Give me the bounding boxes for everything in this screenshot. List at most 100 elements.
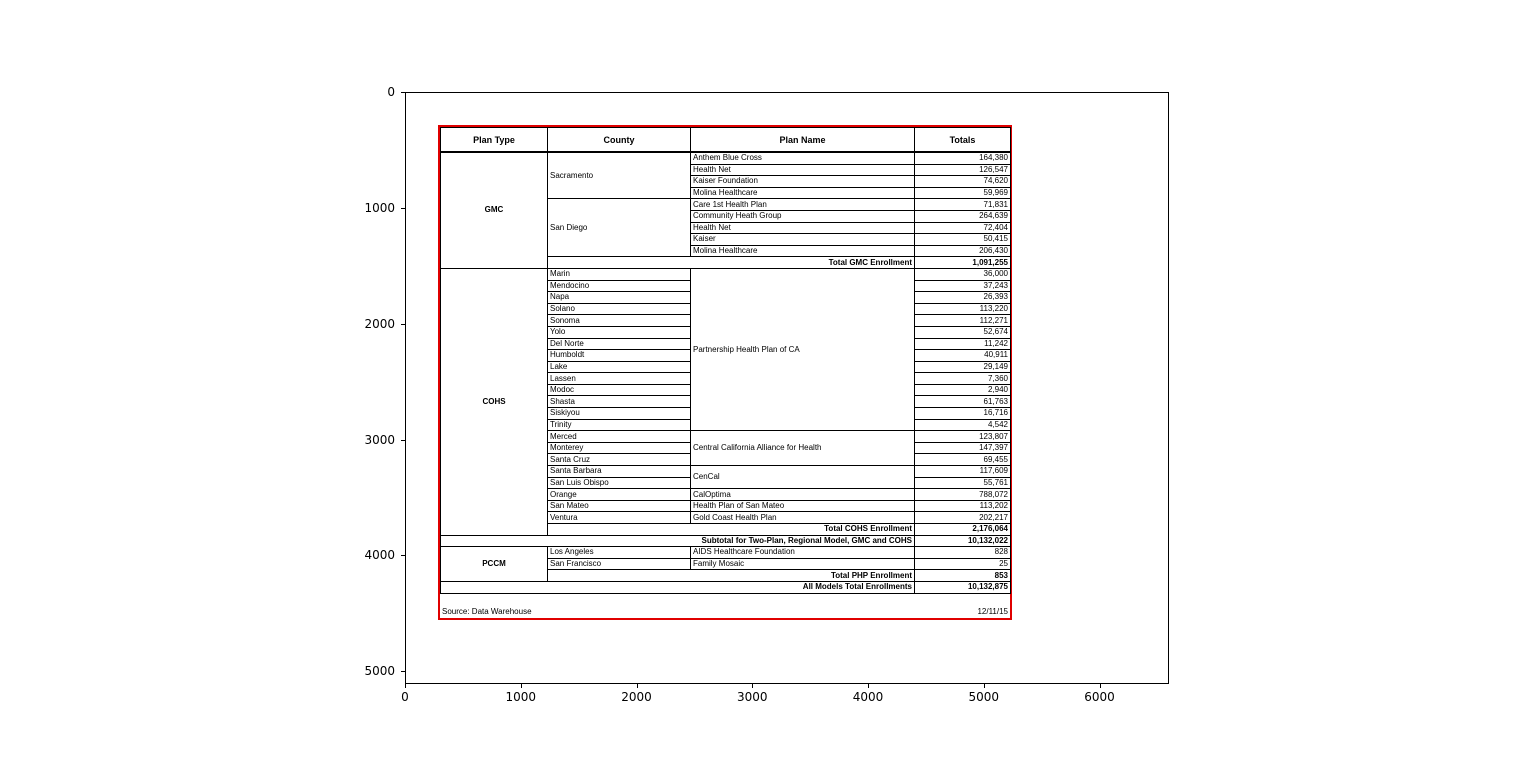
table-row: PCCM Los Angeles AIDS Healthcare Foundatio… — [440, 546, 1011, 582]
county-cell: Merced — [547, 430, 691, 443]
total-cell: 61,763 — [914, 395, 1011, 409]
table-row: Modoc 2,940 — [441, 383, 1011, 397]
y-tick-label: 2000 — [364, 316, 395, 331]
plan-name-cell: Partnership Health Plan of CA — [690, 267, 915, 432]
x-tick-mark — [868, 684, 870, 688]
table-row: Health Net 126,547 — [441, 163, 1011, 177]
county-cell: Marin — [547, 267, 691, 281]
grand-total-value: 10,132,875 — [914, 580, 1011, 594]
total-cell: 112,271 — [914, 314, 1011, 327]
plan-name-cell: Health Net — [690, 163, 915, 177]
table-row: Shasta 61,763 — [441, 395, 1011, 409]
county-cell: San Francisco — [547, 557, 691, 571]
subtotal-value: 10,132,022 — [914, 534, 1011, 548]
source-text: Source: Data Warehouse — [442, 607, 532, 616]
county-cell: Shasta — [547, 395, 691, 409]
total-cell: 788,072 — [914, 488, 1011, 501]
county-cell: San Luis Obispo — [547, 476, 691, 490]
table-row: Kaiser 50,415 — [441, 233, 1011, 246]
total-value: 1,091,255 — [914, 256, 1011, 269]
total-cell: 74,620 — [914, 175, 1011, 188]
county-cell: San Mateo — [547, 499, 691, 513]
table-row: Kaiser Foundation 74,620 — [441, 175, 1011, 188]
total-value: 2,176,064 — [914, 523, 1011, 536]
subtotal-label: Subtotal for Two-Plan, Regional Model, G… — [440, 534, 915, 548]
header-plan-name: Plan Name — [690, 127, 915, 153]
county-cell: Napa — [547, 291, 691, 304]
enrollment-table: Plan Type County Plan Name Totals GMC Sac… — [440, 127, 1011, 594]
plan-name-cell: Kaiser Foundation — [690, 175, 915, 188]
table-row: Monterey 147,397 — [441, 441, 1011, 455]
total-cell: 206,430 — [914, 244, 1011, 258]
total-cell: 36,000 — [914, 267, 1011, 281]
total-label: Total GMC Enrollment — [547, 256, 915, 269]
county-cell: Santa Cruz — [547, 453, 691, 467]
plan-type-cell: PCCM — [440, 546, 548, 582]
y-tick-mark — [401, 92, 405, 93]
table-row: Humboldt 40,911 — [441, 349, 1011, 362]
table-row: San Luis Obispo 55,761 — [441, 476, 1011, 490]
y-tick-label: 0 — [387, 85, 395, 99]
table-row: Napa 26,393 — [441, 291, 1011, 304]
y-tick-mark — [401, 555, 405, 557]
total-cell: 26,393 — [914, 291, 1011, 304]
x-tick-label: 2000 — [621, 690, 652, 704]
table-row: Health Net 72,404 — [441, 221, 1011, 235]
plan-type-cell: GMC — [440, 151, 548, 269]
grand-total-label: All Models Total Enrollments — [440, 580, 915, 594]
total-cell: 29,149 — [914, 360, 1011, 374]
plan-name-cell: Health Net — [690, 221, 915, 235]
total-label: Total PHP Enrollment — [547, 569, 915, 582]
total-cell: 7,360 — [914, 372, 1011, 385]
plan-type-cell: COHS — [440, 267, 548, 536]
county-cell: Yolo — [547, 325, 691, 339]
document-image: Plan Type County Plan Name Totals GMC Sac… — [438, 125, 1012, 620]
table-row: San Francisco Family Mosaic 25 — [441, 557, 1011, 571]
plan-name-cell: Anthem Blue Cross — [690, 151, 915, 165]
county-cell: Santa Barbara — [547, 465, 691, 478]
y-tick-label: 4000 — [364, 548, 395, 563]
total-cell: 164,380 — [914, 151, 1011, 165]
table-row: Ventura Gold Coast Health Plan 202,217 — [441, 511, 1011, 524]
total-cell: 59,969 — [914, 186, 1011, 200]
table-row: COHS Marin Partnership Health Plan of CA 36… — [440, 267, 1011, 536]
total-cell: 264,639 — [914, 209, 1011, 223]
x-tick-mark — [1099, 684, 1101, 688]
table-row: All Models Total Enrollments 10,132,875 — [440, 580, 1011, 594]
header-county: County — [547, 127, 691, 153]
total-cell: 16,716 — [914, 407, 1011, 420]
x-tick-mark — [983, 684, 985, 688]
county-cell: Sonoma — [547, 314, 691, 327]
county-cell: Lake — [547, 360, 691, 374]
plan-name-cell: CenCal — [690, 465, 915, 490]
total-cell: 2,940 — [914, 383, 1011, 397]
county-cell: Lassen — [547, 372, 691, 385]
plan-name-cell: Care 1st Health Plan — [690, 198, 915, 211]
y-tick-label: 5000 — [364, 664, 395, 679]
table-row: Total COHS Enrollment 2,176,064 — [441, 523, 1011, 536]
header-totals: Totals — [914, 127, 1011, 153]
total-cell: 25 — [914, 557, 1011, 571]
total-cell: 71,831 — [914, 198, 1011, 211]
header-row: Plan Type County Plan Name Totals — [440, 127, 1011, 153]
x-tick-mark — [636, 684, 638, 688]
x-tick-mark — [752, 684, 754, 688]
county-cell: Siskiyou — [547, 407, 691, 420]
y-tick-mark — [401, 439, 405, 441]
plan-name-cell: Molina Healthcare — [690, 186, 915, 200]
total-cell: 72,404 — [914, 221, 1011, 235]
total-cell: 40,911 — [914, 349, 1011, 362]
plan-name-cell: Central California Alliance for Health — [690, 430, 915, 467]
table-row: Merced Central California Alliance for He… — [441, 430, 1011, 467]
plan-name-cell: Health Plan of San Mateo — [690, 499, 915, 513]
y-tick-mark — [401, 323, 405, 325]
x-tick-label: 3000 — [736, 690, 768, 704]
table-row: Yolo 52,674 — [441, 325, 1011, 339]
county-cell: Sacramento — [547, 151, 691, 200]
x-tick-label: 1000 — [505, 690, 537, 704]
total-cell: 37,243 — [914, 279, 1011, 293]
county-cell: Mendocino — [547, 279, 691, 293]
total-cell: 69,455 — [914, 453, 1011, 467]
total-cell: 147,397 — [914, 441, 1011, 455]
y-tick-label: 3000 — [364, 432, 395, 447]
